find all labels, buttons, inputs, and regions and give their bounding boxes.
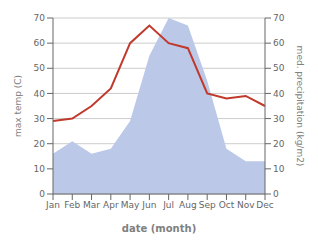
svg-text:0: 0 <box>39 189 45 199</box>
svg-text:60: 60 <box>273 38 285 48</box>
svg-text:Jul: Jul <box>162 200 174 210</box>
svg-text:Aug: Aug <box>179 200 197 210</box>
svg-text:Jan: Jan <box>45 200 60 210</box>
svg-text:30: 30 <box>273 114 285 124</box>
svg-text:70: 70 <box>34 13 46 23</box>
svg-text:10: 10 <box>273 164 285 174</box>
svg-text:Jun: Jun <box>141 200 156 210</box>
svg-text:40: 40 <box>273 89 285 99</box>
svg-text:date (month): date (month) <box>122 223 196 234</box>
svg-text:10: 10 <box>34 164 46 174</box>
svg-text:Feb: Feb <box>64 200 80 210</box>
svg-text:May: May <box>121 200 140 210</box>
svg-text:20: 20 <box>273 139 285 149</box>
svg-text:max temp (C): max temp (C) <box>13 75 23 137</box>
svg-text:70: 70 <box>273 13 285 23</box>
svg-text:Nov: Nov <box>237 200 255 210</box>
svg-text:50: 50 <box>34 63 46 73</box>
svg-text:50: 50 <box>273 63 285 73</box>
svg-text:20: 20 <box>34 139 46 149</box>
svg-text:med. precipitation (kg/m2): med. precipitation (kg/m2) <box>295 46 305 167</box>
svg-text:Mar: Mar <box>83 200 100 210</box>
svg-text:40: 40 <box>34 89 46 99</box>
svg-text:Sep: Sep <box>199 200 216 210</box>
svg-text:Dec: Dec <box>256 200 273 210</box>
svg-text:60: 60 <box>34 38 46 48</box>
svg-text:Apr: Apr <box>103 200 119 210</box>
svg-text:30: 30 <box>34 114 46 124</box>
svg-text:0: 0 <box>273 189 279 199</box>
svg-text:Oct: Oct <box>219 200 235 210</box>
